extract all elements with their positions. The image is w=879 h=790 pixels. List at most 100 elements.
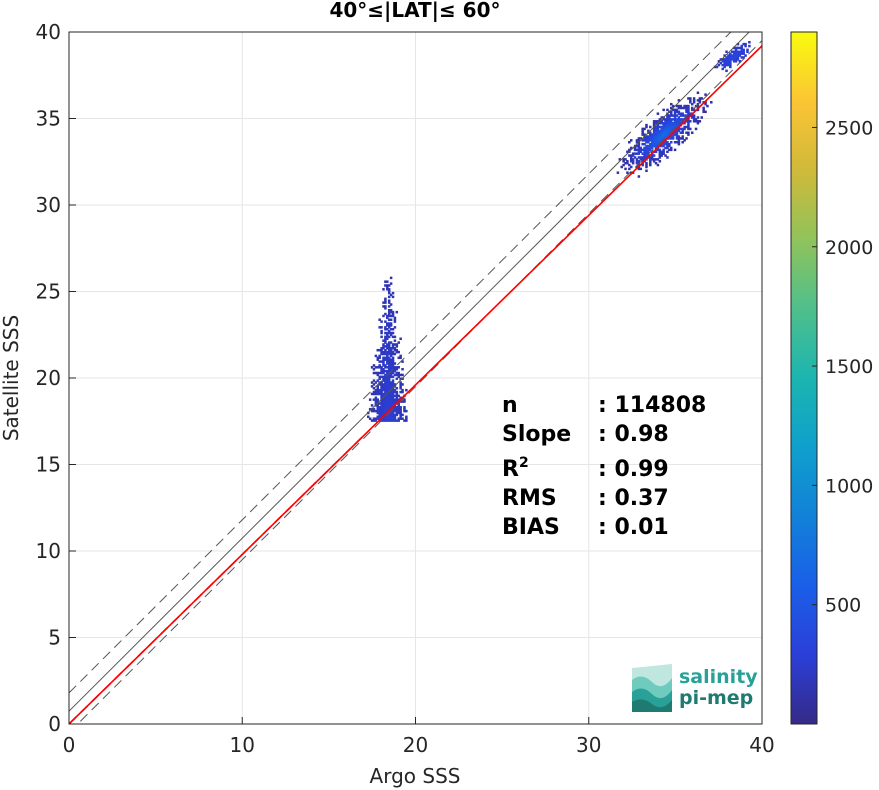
heatmap-cell	[656, 123, 660, 127]
heatmap-cell	[637, 160, 641, 163]
heatmap-cell	[387, 322, 391, 325]
heatmap-cell	[389, 400, 393, 403]
heatmap-cell	[721, 63, 724, 67]
heatmap-cell	[382, 402, 385, 405]
heatmap-cell	[643, 148, 646, 152]
heatmap-cell	[376, 406, 380, 409]
heatmap-cell	[391, 350, 395, 354]
heatmap-cell	[692, 108, 696, 112]
heatmap-cell	[386, 375, 389, 379]
heatmap-cell	[628, 154, 631, 157]
heatmap-cell	[384, 411, 387, 415]
heatmap-cell	[399, 381, 402, 384]
heatmap-cell	[664, 133, 667, 136]
heatmap-cell	[386, 369, 389, 373]
heatmap-cell	[384, 301, 387, 304]
heatmap-cell	[386, 407, 389, 411]
heatmap-cell	[637, 148, 641, 152]
heatmap-cell	[692, 114, 696, 117]
heatmap-cell	[374, 409, 378, 413]
heatmap-cell	[387, 379, 391, 382]
heatmap-cell	[738, 60, 742, 63]
heatmap-cell	[378, 417, 381, 420]
heatmap-cell	[397, 366, 400, 369]
heatmap-cell	[395, 407, 399, 411]
heatmap-cell	[675, 131, 679, 134]
heatmap-cell	[391, 362, 395, 365]
heatmap-cell	[683, 114, 686, 117]
heatmap-cell	[626, 160, 629, 163]
heatmap-cell	[649, 146, 652, 150]
heatmap-cell	[677, 120, 681, 123]
heatmap-cell	[399, 337, 402, 341]
heatmap-cell	[666, 150, 669, 154]
heatmap-cell	[662, 131, 665, 134]
heatmap-cell	[391, 417, 395, 420]
heatmap-cell	[387, 360, 391, 363]
heatmap-cell	[382, 407, 385, 411]
heatmap-cell	[374, 390, 378, 394]
heatmap-cell	[389, 348, 393, 352]
heatmap-cell	[403, 407, 406, 411]
heatmap-cell	[664, 135, 667, 138]
heatmap-cell	[393, 373, 397, 377]
heatmap-cell	[378, 348, 381, 352]
heatmap-cell	[740, 46, 744, 50]
heatmap-cell	[391, 396, 395, 400]
heatmap-cell	[654, 120, 658, 123]
heatmap-cell	[675, 133, 679, 136]
heatmap-cell	[656, 144, 660, 148]
heatmap-cell	[386, 379, 389, 382]
heatmap-cell	[652, 120, 656, 123]
heatmap-cell	[389, 282, 393, 285]
heatmap-cell	[643, 127, 646, 131]
heatmap-cell	[650, 142, 654, 146]
heatmap-cell	[685, 120, 688, 123]
heatmap-cell	[717, 63, 721, 67]
heatmap-cell	[380, 385, 383, 388]
heatmap-cell	[387, 335, 391, 339]
heatmap-cell	[386, 360, 389, 363]
heatmap-cell	[374, 371, 378, 375]
heatmap-cell	[639, 148, 643, 152]
heatmap-cell	[645, 163, 648, 167]
heatmap-cell	[643, 150, 646, 154]
heatmap-cell	[685, 137, 688, 140]
heatmap-cell	[664, 137, 667, 140]
heatmap-cell	[378, 383, 381, 386]
heatmap-cell	[746, 50, 749, 54]
heatmap-cell	[725, 60, 728, 63]
heatmap-cell	[637, 152, 641, 155]
heatmap-cell	[689, 99, 692, 102]
heatmap-cell	[729, 52, 732, 55]
heatmap-cell	[387, 392, 391, 396]
heatmap-cell	[662, 123, 665, 127]
heatmap-cell	[649, 158, 652, 161]
heatmap-cell	[662, 135, 665, 138]
heatmap-cell	[401, 373, 404, 377]
heatmap-cell	[387, 314, 391, 318]
heatmap-cell	[662, 125, 665, 129]
heatmap-cell	[629, 158, 633, 161]
heatmap-cell	[389, 308, 393, 312]
heatmap-cell	[673, 110, 677, 114]
stat-value: : 0.01	[598, 515, 669, 540]
heatmap-cell	[382, 400, 385, 403]
heatmap-cell	[685, 131, 688, 134]
heatmap-cell	[628, 163, 631, 167]
heatmap-cell	[658, 139, 662, 142]
heatmap-cell	[687, 110, 690, 114]
heatmap-cell	[387, 352, 391, 356]
heatmap-cell	[399, 396, 402, 400]
heatmap-cell	[675, 137, 679, 140]
heatmap-cell	[643, 152, 646, 155]
heatmap-cell	[666, 129, 669, 133]
heatmap-cell	[386, 396, 389, 400]
heatmap-cell	[386, 284, 389, 287]
heatmap-cell	[658, 156, 662, 159]
heatmap-cell	[391, 385, 395, 388]
heatmap-cell	[679, 106, 683, 110]
heatmap-cell	[397, 411, 400, 415]
y-tick-label: 35	[36, 107, 61, 131]
heatmap-cell	[689, 127, 692, 131]
